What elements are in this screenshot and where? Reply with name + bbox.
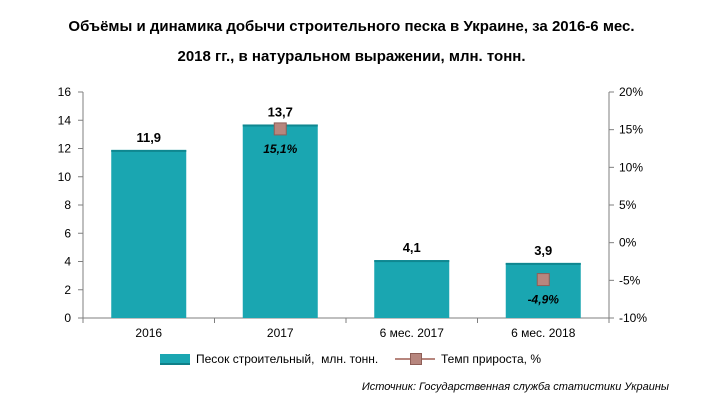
growth-marker [536,273,550,287]
bar-top-edge [374,260,450,263]
legend: Песок строительный, млн. тонн. Темп прир… [0,352,703,370]
chart-title-line2: 2018 гг., в натуральном выражении, млн. … [177,48,526,65]
left-tick-label: 12 [58,142,72,156]
right-tick-label: 0% [619,236,637,250]
legend-label-growth: Темп прироста, % [441,352,542,366]
bar-top-edge [505,262,581,265]
left-tick-label: 6 [64,226,71,240]
legend-item-sand: Песок строительный, млн. тонн. [160,352,378,366]
left-tick-label: 2 [64,283,71,297]
bar-value-label: 11,9 [136,130,161,145]
chart-title-line1: Объёмы и динамика добычи строительного п… [68,18,635,35]
right-tick-label: 20% [619,85,643,99]
source-note: Источник: Государственная служба статист… [361,381,669,393]
left-tick-label: 8 [64,198,71,212]
left-tick-label: 14 [58,113,72,127]
bar-value-label: 3,9 [534,243,552,258]
growth-value-label: -4,9% [528,293,560,307]
left-tick-label: 0 [64,311,71,325]
growth-marker [273,122,287,136]
legend-swatch-bar [160,353,190,365]
growth-value-label: 15,1% [263,142,297,156]
category-label: 6 мес. 2017 [380,326,445,340]
category-label: 2017 [267,326,294,340]
right-tick-label: 5% [619,198,637,212]
bar-value-label: 13,7 [268,104,293,119]
legend-label-sand: Песок строительный, млн. тонн. [196,352,379,366]
category-label: 2016 [135,326,162,340]
right-tick-label: 10% [619,160,643,174]
bar-value-label: 4,1 [403,240,421,255]
right-tick-label: -5% [619,273,641,287]
bar-top-edge [111,149,187,152]
right-tick-label: -10% [619,311,647,325]
left-tick-label: 16 [58,85,72,99]
bar [111,149,187,318]
legend-swatch-marker [395,353,435,365]
bar [374,260,450,318]
right-tick-label: 15% [619,123,643,137]
category-label: 6 мес. 2018 [511,326,576,340]
left-tick-label: 10 [58,170,72,184]
legend-item-growth: Темп прироста, % [395,352,541,366]
bar [505,262,581,318]
bar [242,124,318,318]
left-tick-label: 4 [64,255,71,269]
